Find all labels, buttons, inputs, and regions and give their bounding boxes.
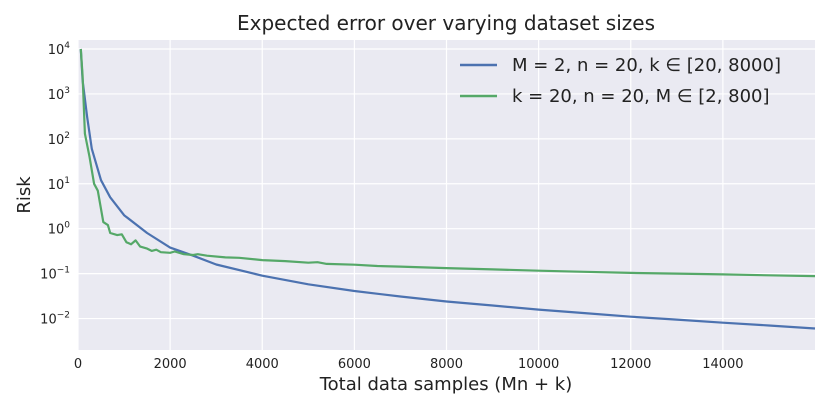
y-tick-label: 100 — [48, 221, 71, 238]
x-tick-label: 14000 — [702, 357, 743, 372]
legend-label-series-2: k = 20, n = 20, M ∈ [2, 800] — [512, 86, 770, 107]
y-tick-label: 102 — [48, 131, 70, 148]
legend-label-series-1: M = 2, n = 20, k ∈ [20, 8000] — [512, 55, 781, 76]
legend: M = 2, n = 20, k ∈ [20, 8000] k = 20, n … — [460, 55, 781, 107]
x-tick-label: 10000 — [518, 357, 559, 372]
series-line-1 — [79, 48, 816, 330]
y-tick-label: 104 — [48, 41, 71, 58]
y-axis-ticks: 104 103 102 101 100 10−1 10−2 — [40, 41, 70, 328]
series-lines — [79, 48, 816, 330]
y-tick-label: 101 — [48, 176, 70, 193]
y-tick-label: 10−2 — [40, 311, 70, 328]
x-tick-label: 4000 — [246, 357, 279, 372]
grid-lines — [77, 40, 815, 350]
y-axis-label: Risk — [14, 176, 35, 214]
chart-title: Expected error over varying dataset size… — [237, 11, 655, 35]
x-axis-label: Total data samples (Mn + k) — [319, 374, 573, 395]
x-tick-label: 8000 — [430, 357, 463, 372]
y-tick-label: 103 — [48, 86, 70, 103]
series-line-2 — [79, 48, 816, 278]
x-axis-ticks: 0 2000 4000 6000 8000 10000 12000 14000 — [74, 357, 744, 372]
x-tick-label: 2000 — [154, 357, 187, 372]
y-tick-label: 10−1 — [40, 266, 70, 283]
x-tick-label: 0 — [74, 357, 82, 372]
x-tick-label: 12000 — [610, 357, 651, 372]
x-tick-label: 6000 — [338, 357, 371, 372]
